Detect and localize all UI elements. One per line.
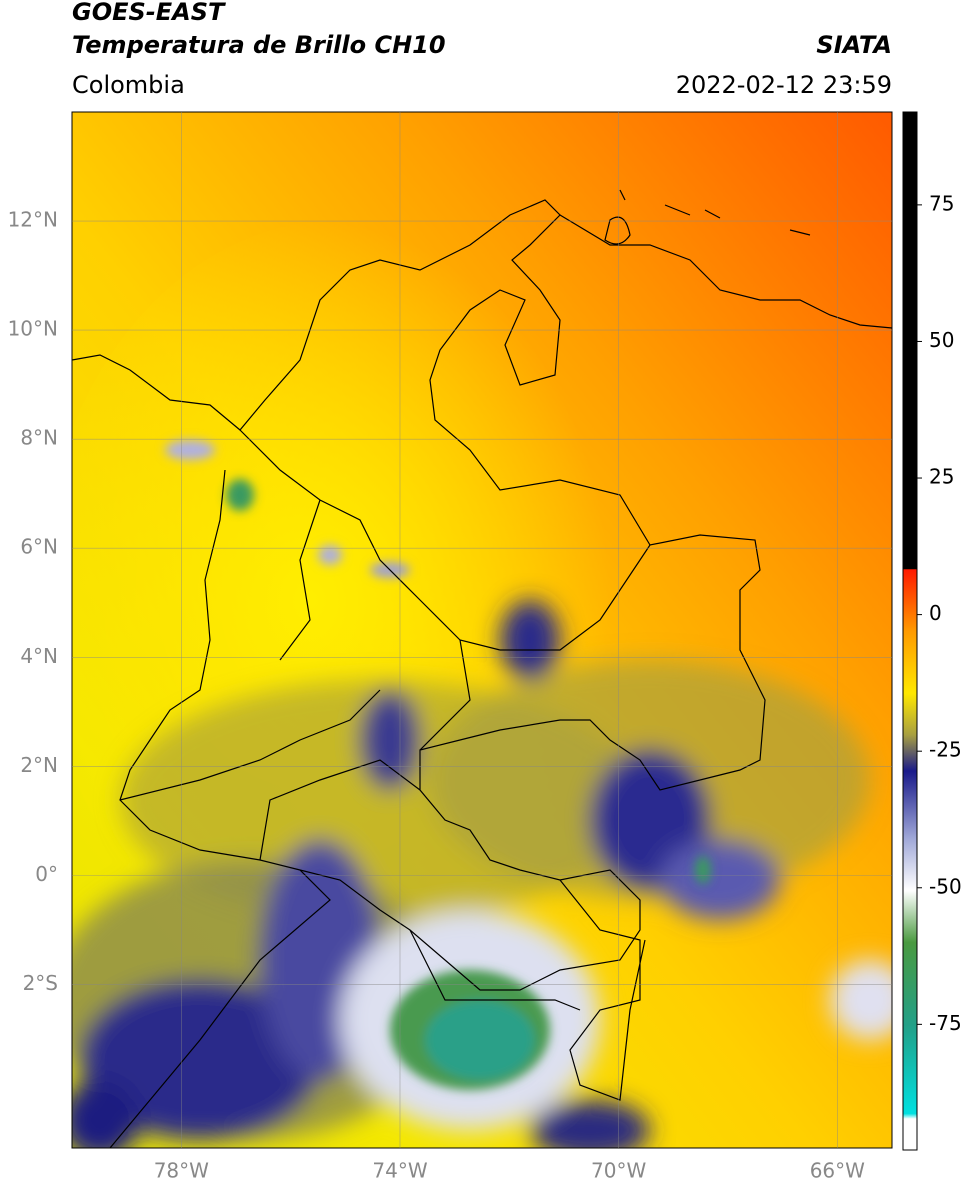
colorbar-tick-label: 0	[929, 601, 942, 625]
subtitle: Temperatura de Brillo CH10	[72, 31, 446, 59]
y-tick-label: 10°N	[8, 317, 58, 341]
colorbar-tick-label: 50	[929, 328, 954, 352]
y-tick-label: 12°N	[8, 208, 58, 232]
x-tick-label: 70°W	[591, 1159, 646, 1183]
colorbar	[902, 111, 918, 1151]
title: GOES-EAST	[72, 0, 226, 26]
y-tick-label: 6°N	[20, 535, 58, 559]
imagery	[72, 112, 892, 1148]
y-tick-label: 2°S	[23, 971, 58, 995]
x-tick-label: 66°W	[810, 1159, 865, 1183]
y-tick-label: 8°N	[20, 426, 58, 450]
colorbar-tick-label: -50	[929, 874, 962, 898]
x-tick-label: 78°W	[154, 1159, 209, 1183]
colorbar-tick-label: 75	[929, 191, 954, 215]
map-frame	[71, 111, 893, 1149]
y-tick-label: 2°N	[20, 753, 58, 777]
colorbar-tick-label: 25	[929, 465, 954, 489]
source: SIATA	[816, 31, 892, 59]
y-tick-label: 0°	[35, 862, 58, 886]
y-tick-label: 4°N	[20, 644, 58, 668]
region: Colombia	[72, 71, 185, 99]
datetime: 2022-02-12 23:59	[676, 71, 892, 99]
colorbar-tick-label: -25	[929, 738, 962, 762]
x-tick-label: 74°W	[372, 1159, 427, 1183]
colorbar-tick-label: -75	[929, 1011, 962, 1035]
